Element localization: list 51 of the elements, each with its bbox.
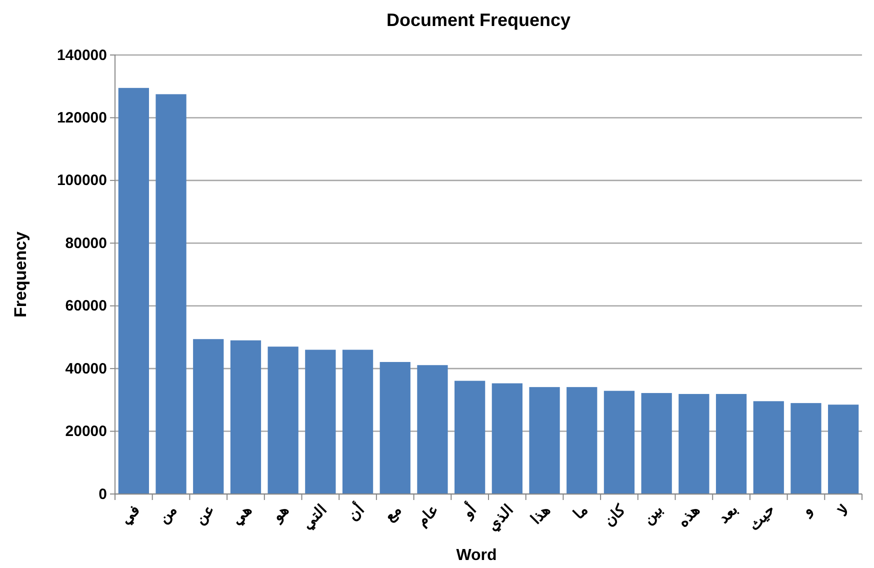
x-tick-label: هذه — [674, 502, 704, 531]
x-tick-label: و — [798, 502, 816, 520]
bar — [417, 365, 448, 494]
chart-title: Document Frequency — [386, 10, 571, 30]
y-tick-label: 60000 — [65, 298, 107, 315]
bar — [492, 383, 522, 494]
y-tick-label: 0 — [98, 486, 107, 503]
bar — [118, 88, 149, 494]
x-tick-label: هذا — [528, 502, 554, 528]
x-tick-label: هي — [228, 502, 256, 530]
bar — [790, 403, 822, 494]
x-tick-label: هو — [268, 502, 293, 526]
bar — [641, 393, 672, 494]
bar — [230, 340, 262, 494]
bar — [380, 362, 410, 494]
bar — [678, 394, 710, 494]
x-tick-label: الذي — [484, 502, 518, 535]
y-axis-title: Frequency — [11, 230, 30, 318]
x-tick-label: كان — [600, 500, 630, 530]
bar — [753, 401, 784, 494]
x-tick-label: عام — [414, 502, 442, 530]
y-tick-label: 40000 — [65, 360, 107, 378]
x-axis-title: Word — [456, 547, 497, 564]
bar — [193, 339, 224, 494]
bar — [342, 350, 374, 494]
bar — [305, 350, 336, 494]
x-tick-label: بين — [640, 502, 666, 528]
x-tick-label: حيث — [746, 502, 778, 534]
bar — [828, 404, 859, 494]
bar — [566, 387, 598, 494]
bar — [454, 380, 486, 494]
bar — [268, 346, 298, 494]
bar — [716, 394, 747, 494]
x-tick-label: ما — [570, 502, 592, 523]
x-tick-label: في — [117, 502, 144, 528]
bar — [529, 387, 560, 494]
x-tick-label: أن — [342, 499, 368, 524]
x-tick-label: عن — [192, 502, 218, 528]
x-tick-label: من — [155, 502, 181, 528]
x-tick-label: أو — [456, 499, 480, 522]
x-tick-label: بعد — [715, 502, 741, 528]
x-tick-label: لا — [834, 502, 853, 520]
y-tick-label: 20000 — [65, 423, 107, 440]
x-tick-label: التي — [298, 502, 331, 534]
y-tick-label: 120000 — [56, 110, 107, 127]
y-tick-label: 100000 — [56, 172, 107, 190]
bar — [156, 94, 186, 494]
bar — [604, 390, 635, 494]
y-tick-label: 80000 — [65, 234, 107, 252]
x-tick-label: مع — [381, 502, 405, 525]
y-tick-label: 140000 — [56, 46, 107, 64]
